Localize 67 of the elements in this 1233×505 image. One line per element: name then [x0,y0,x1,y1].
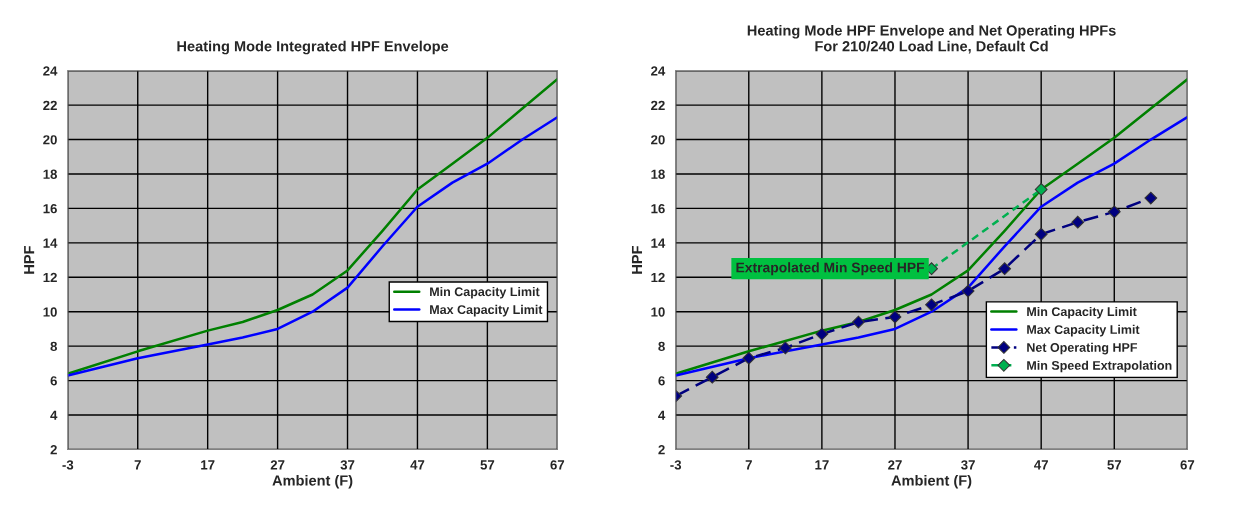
x-axis-title: Ambient (F) [891,474,972,489]
x-tick-label: 37 [340,460,355,470]
point [925,298,938,312]
y-tick-label: 24 [43,66,58,76]
y-axis-title: HPF [24,246,35,274]
x-axis-title: Ambient (F) [272,474,353,489]
x-tick-label: 67 [550,460,565,470]
y-tick-label: 2 [658,445,665,455]
x-tick-label: 7 [134,460,141,470]
y-tick-label: 20 [651,135,665,145]
chart-title: Heating Mode HPF Envelope and Net Operating HPFs For 210/240 Load Line, Default Cd [747,24,1116,54]
legend-label: Max Capacity Limit [430,304,543,317]
point [815,327,829,341]
point [998,262,1012,276]
y-tick-label: 4 [50,410,58,420]
y-axis-title: HPF [631,246,643,274]
y-tick-label: 6 [658,376,665,386]
x-tick-label: 7 [745,460,752,470]
x-tick-label: 57 [480,460,495,470]
y-tick-label: 2 [50,445,57,455]
legend-label: Max Capacity Limit [1027,324,1140,337]
y-tick-label: 20 [43,135,57,145]
point [1034,183,1048,196]
x-tick-label: -3 [62,460,74,470]
y-tick-label: 22 [651,100,665,110]
y-tick-label: 18 [43,169,57,179]
y-tick-label: 8 [658,341,665,352]
point [1107,205,1121,219]
point [852,315,865,329]
point [1144,191,1158,205]
x-tick-label: 27 [270,460,285,470]
point [961,284,975,298]
y-tick-label: 6 [50,376,57,386]
point [888,310,902,324]
x-tick-label: 17 [201,460,215,470]
x-tick-label: 57 [1107,460,1122,470]
y-tick-label: 16 [651,203,665,214]
y-tick-label: 4 [658,410,666,420]
legend-label: Min Speed Extrapolation [1027,360,1172,373]
x-tick-label: 47 [410,460,425,470]
x-tick-label: 17 [815,460,829,470]
x-tick-label: 47 [1034,460,1048,470]
x-tick-label: 27 [888,460,902,470]
point [778,341,792,355]
y-tick-label: 14 [43,238,58,248]
x-tick-label: 37 [961,460,975,470]
y-tick-label: 22 [43,100,57,110]
y-tick-label: 24 [651,66,666,76]
y-tick-label: 8 [50,341,57,352]
y-tick-label: 12 [43,272,57,283]
x-tick-label: 67 [1180,460,1195,470]
y-tick-label: 10 [651,307,665,317]
y-tick-label: 10 [43,307,57,317]
y-tick-label: 14 [651,238,666,248]
point [742,351,756,365]
legend-label: Min Capacity Limit [430,286,540,299]
point [705,370,719,384]
chart-title: Heating Mode Integrated HPF Envelope [177,40,449,55]
y-tick-label: 18 [651,169,665,179]
y-tick-label: 12 [651,272,665,283]
point [1034,227,1048,241]
x-tick-label: -3 [670,460,682,470]
legend-label: Net Operating HPF [1027,342,1138,355]
y-tick-label: 16 [43,203,57,214]
annotation: Extrapolated Min Speed HPF [736,262,925,276]
legend-label: Min Capacity Limit [1027,306,1137,319]
point [1071,215,1085,229]
